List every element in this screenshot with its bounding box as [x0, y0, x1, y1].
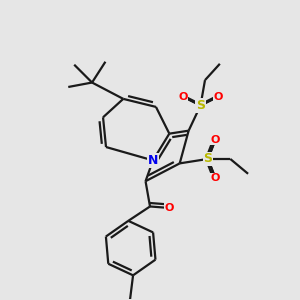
Text: S: S: [196, 99, 205, 112]
Text: O: O: [214, 92, 223, 101]
Text: O: O: [211, 173, 220, 183]
Text: O: O: [211, 135, 220, 145]
Text: S: S: [203, 152, 212, 165]
Text: N: N: [148, 154, 158, 167]
Text: O: O: [178, 92, 188, 101]
Text: O: O: [165, 203, 174, 213]
